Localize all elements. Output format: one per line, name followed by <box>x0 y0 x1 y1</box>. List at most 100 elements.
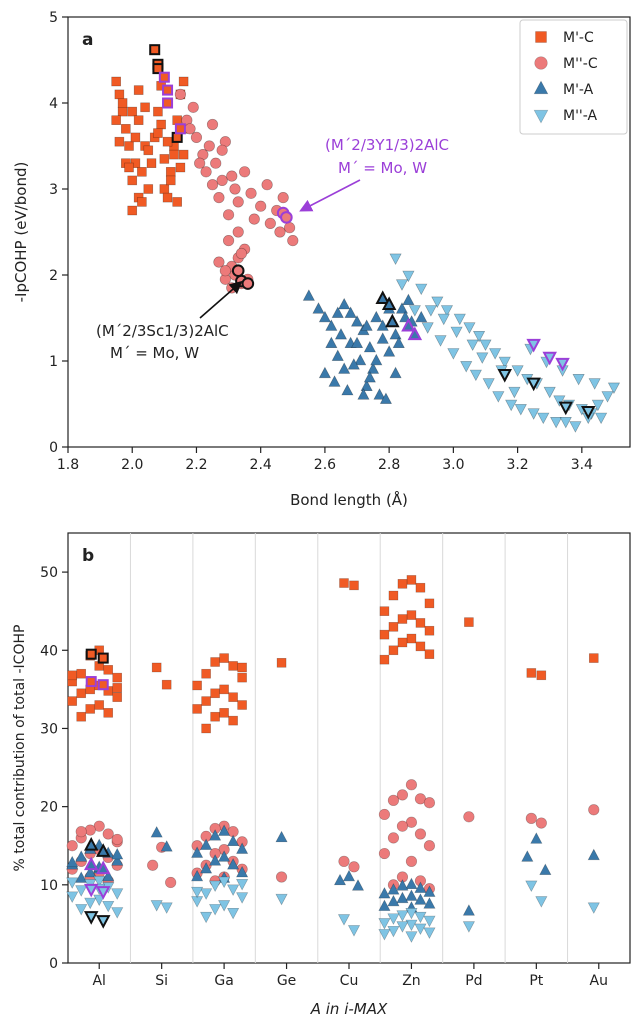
data-point <box>275 871 288 883</box>
x-tick-label: 1.8 <box>57 457 79 473</box>
data-point <box>103 665 114 675</box>
data-point <box>360 379 373 392</box>
data-point <box>450 326 463 339</box>
y-tick-label: 2 <box>49 268 58 284</box>
y-tick-label: 3 <box>49 182 58 198</box>
category-label: Ge <box>277 973 296 989</box>
highlighted-point-sc <box>558 401 574 416</box>
data-point <box>161 679 172 690</box>
highlighted-point-y <box>162 97 174 109</box>
y-tick-label: 20 <box>40 800 58 816</box>
highlighted-point-sc <box>97 652 109 664</box>
data-point <box>239 166 251 178</box>
data-point <box>479 339 492 352</box>
data-point <box>103 708 114 718</box>
data-point <box>415 618 426 628</box>
category-label: Al <box>92 973 105 989</box>
data-point <box>191 886 204 899</box>
data-point <box>66 891 79 903</box>
data-point <box>112 672 123 683</box>
data-point <box>228 715 238 726</box>
data-point <box>378 808 391 821</box>
data-point <box>595 412 608 425</box>
data-point <box>143 184 154 194</box>
data-point <box>405 816 418 828</box>
data-point <box>143 145 154 156</box>
panel-a-y-axis-label: -IpCOHP (eV/bond) <box>12 162 30 303</box>
data-point <box>283 222 296 234</box>
data-point <box>415 582 426 593</box>
data-point <box>213 256 225 268</box>
legend-marker <box>533 80 549 95</box>
data-point <box>236 879 249 891</box>
data-point <box>423 915 436 928</box>
highlighted-point-sc <box>241 277 255 290</box>
data-point <box>93 820 105 832</box>
data-point <box>165 876 177 889</box>
data-point <box>137 197 147 207</box>
data-point <box>111 847 124 860</box>
panel-b-marks <box>66 575 600 943</box>
data-point <box>175 162 186 173</box>
data-point <box>462 904 475 916</box>
data-point <box>535 896 548 908</box>
panel-a-y-ticks: 0 1 2 3 4 5 <box>49 10 68 456</box>
data-point <box>389 327 402 340</box>
data-point <box>350 315 364 327</box>
data-point <box>112 682 123 693</box>
highlighted-point-sc <box>95 843 111 857</box>
data-point <box>159 154 170 164</box>
data-point <box>342 869 356 882</box>
data-point <box>363 340 376 353</box>
data-point <box>66 877 79 889</box>
data-point <box>588 378 601 390</box>
data-point <box>351 879 365 891</box>
data-point <box>482 378 495 390</box>
data-point <box>348 861 360 873</box>
data-point <box>376 319 389 331</box>
y-tick-label: 0 <box>49 956 58 972</box>
data-point <box>264 217 276 229</box>
data-point <box>325 319 338 331</box>
highlighted-point-sc <box>581 405 596 420</box>
data-point <box>553 395 566 407</box>
highlighted-point-y <box>407 326 423 341</box>
data-point <box>387 913 400 925</box>
x-tick-label: 2.4 <box>250 457 272 473</box>
data-point <box>153 106 163 117</box>
x-tick-label: 2.8 <box>378 457 400 473</box>
data-point <box>453 313 466 326</box>
data-point <box>591 399 604 412</box>
data-point <box>213 192 225 204</box>
data-point <box>525 812 537 824</box>
data-point <box>75 885 88 897</box>
data-point <box>93 894 106 907</box>
data-point <box>227 907 240 920</box>
data-point <box>255 200 267 212</box>
data-point <box>405 907 418 920</box>
data-point <box>222 235 235 247</box>
highlighted-point-sc <box>149 44 161 56</box>
data-point <box>405 919 418 932</box>
data-point <box>388 645 399 656</box>
highlighted-point-sc <box>95 915 111 929</box>
data-point <box>588 804 600 816</box>
highlighted-point-sc <box>497 368 512 383</box>
panel-b-y-ticks: 0 10 20 30 40 50 <box>40 565 68 972</box>
data-point <box>206 118 219 131</box>
data-point <box>218 850 231 862</box>
data-point <box>415 641 426 652</box>
data-point <box>406 610 417 620</box>
highlighted-point-y <box>95 860 111 875</box>
data-point <box>379 654 390 665</box>
data-point <box>200 861 213 874</box>
data-point <box>464 617 474 627</box>
series-mp-a <box>302 289 428 404</box>
data-point <box>331 306 344 318</box>
data-point <box>379 629 390 640</box>
data-point <box>389 366 402 379</box>
x-tick-label: 2.2 <box>185 457 207 473</box>
data-point <box>408 305 421 317</box>
data-point <box>514 404 527 416</box>
panel-a-x-ticks: 1.8 2.0 2.2 2.4 2.6 2.8 3.0 3.2 3.4 <box>57 447 593 473</box>
